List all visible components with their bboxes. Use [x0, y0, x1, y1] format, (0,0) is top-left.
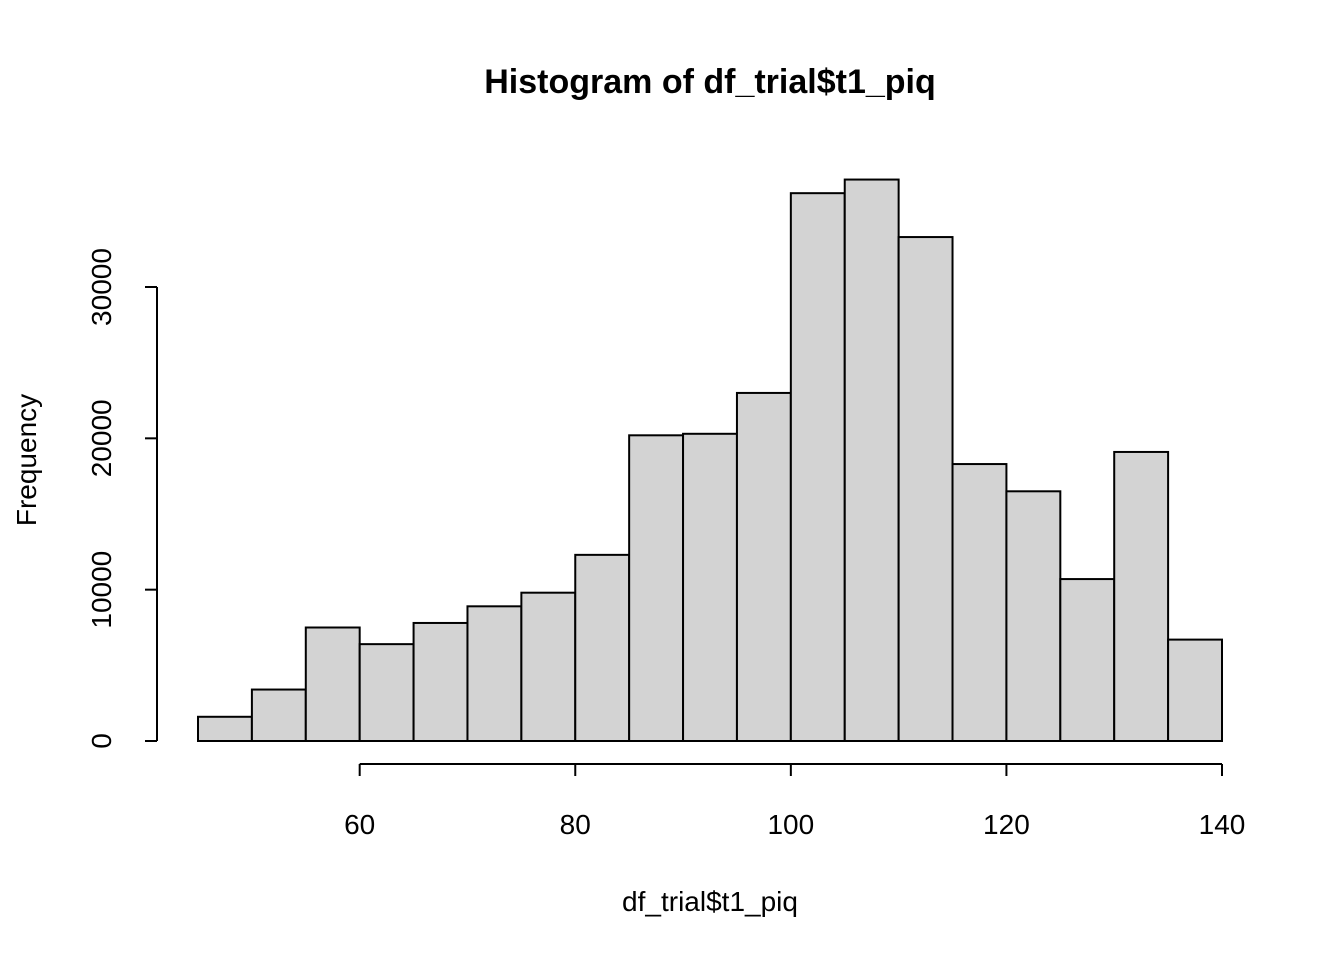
histogram-bar-12 — [843, 178, 900, 742]
histogram-bar-7 — [574, 553, 631, 742]
histogram-bar-13 — [897, 236, 954, 742]
histogram-bar-4 — [412, 621, 469, 743]
histogram-bar-2 — [304, 626, 361, 742]
y-axis-label: Frequency — [11, 394, 42, 526]
histogram-bar-15 — [1005, 490, 1062, 742]
histogram-bar-6 — [520, 591, 577, 743]
x-tick-label-2: 100 — [767, 809, 814, 840]
histogram-bar-1 — [250, 688, 307, 743]
x-axis-label: df_trial$t1_piq — [622, 886, 798, 917]
x-tick-label-4: 140 — [1199, 809, 1246, 840]
x-tick-label-1: 80 — [560, 809, 591, 840]
x-tick-label-0: 60 — [344, 809, 375, 840]
histogram-bar-3 — [358, 643, 415, 742]
histogram-bar-11 — [789, 192, 846, 742]
y-tick-label-3: 30000 — [86, 248, 117, 326]
y-tick-label-1: 10000 — [86, 551, 117, 629]
y-axis: 0 10000 20000 30000 — [86, 248, 158, 749]
histogram-bar-10 — [735, 391, 792, 742]
histogram-bar-9 — [682, 432, 738, 742]
histogram-bar-0 — [197, 715, 253, 743]
histogram-bar-14 — [951, 463, 1008, 742]
y-tick-label-0: 0 — [86, 733, 117, 749]
histogram-bar-5 — [466, 605, 523, 743]
histogram-bar-17 — [1113, 450, 1170, 742]
x-axis: 60 80 100 120 140 — [344, 763, 1246, 840]
x-tick-label-3: 120 — [983, 809, 1030, 840]
histogram-bar-8 — [628, 434, 685, 742]
histogram-bar-16 — [1059, 578, 1116, 742]
chart-title: Histogram of df_trial$t1_piq — [484, 63, 936, 101]
histogram-bar-18 — [1167, 638, 1223, 743]
bars-group — [197, 178, 1223, 743]
y-tick-label-2: 20000 — [86, 399, 117, 477]
